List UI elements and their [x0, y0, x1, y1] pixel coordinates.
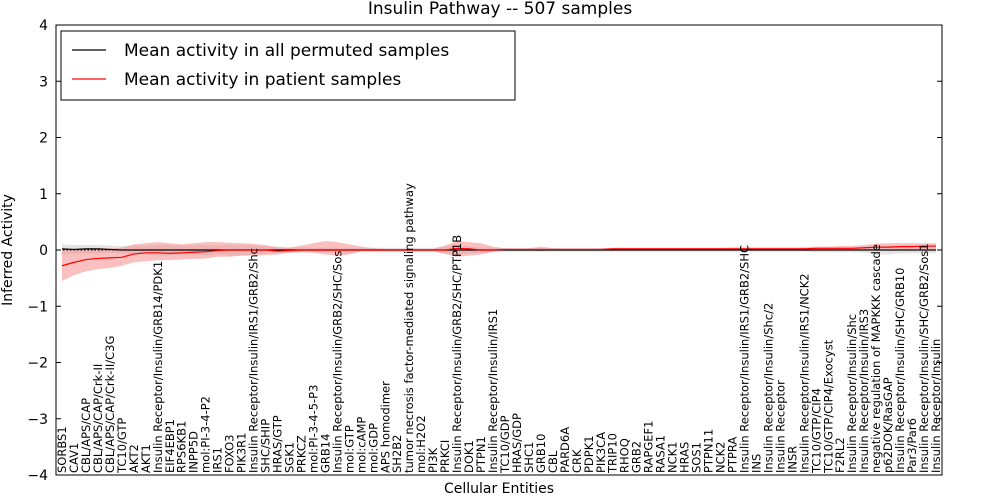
x-tick-label-cbl-aps-cap-crk-ii-c3g: CBL/APS/CAP/Crk-II/C3G	[103, 336, 117, 473]
x-tick-label-tc10-gtp-cip4: TC10/GTP/CIP4	[809, 388, 823, 474]
plot-frame	[55, 24, 943, 476]
x-tick-label-foxo3: FOXO3	[223, 435, 237, 473]
x-tick-label-shc-ship: SHC/SHIP	[259, 419, 273, 473]
x-tick-label-cbl: CBL	[546, 450, 560, 473]
x-tick-label-tc10-gtp-cip4-exocyst: TC10/GTP/CIP4/Exocyst	[821, 339, 835, 474]
x-tick-label-nck1: NCK1	[666, 442, 680, 474]
x-tick-label-cbl-aps-cap-crk-ii: CBL/APS/CAP/Crk-II	[91, 364, 105, 473]
x-tick-label-insulin-receptor-insulin-shc-2: Insulin Receptor/Insulin/Shc/2	[761, 303, 775, 473]
x-tick-label-crk: CRK	[570, 449, 584, 473]
y-tick-label-0: 0	[39, 243, 48, 259]
x-tick-label-grb14: GRB14	[318, 434, 332, 473]
x-tick-label-hras: HRAS	[678, 442, 692, 473]
legend-label-permuted: Mean activity in all permuted samples	[124, 41, 449, 61]
x-tick-label-sh2b2: SH2B2	[390, 435, 404, 473]
y-tick-label-neg2: −2	[27, 356, 48, 372]
x-tick-label-insulin-receptor-insulin-irs1-nck2: Insulin Receptor/Insulin/IRS1/NCK2	[797, 273, 811, 473]
x-tick-label-mol-pi-3-4-p2: mol:PI-3-4-P2	[199, 396, 213, 473]
x-tick-label-insulin-receptor-insulin-shc-grb2-sos1: Insulin Receptor/Insulin/SHC/GRB2/Sos1	[917, 243, 931, 473]
chart-title: Insulin Pathway -- 507 samples	[368, 0, 633, 19]
x-tick-label-p62dok-rasgap: p62DOK/RasGAP	[881, 377, 895, 473]
x-tick-label-eif4ebp1: EIF4EBP1	[163, 419, 177, 473]
x-tick-label-insulin-receptor-insulin-grb2-shc-sos: Insulin Receptor/Insulin/GRB2/SHC/Sos	[330, 251, 344, 473]
y-tick-label-neg3: −3	[27, 412, 48, 428]
x-tick-label-insulin-receptor-insulin-grb2-shc-ptp1b: Insulin Receptor/Insulin/GRB2/SHC/PTP1B	[450, 235, 464, 473]
y-axis-label: Inferred Activity	[0, 194, 16, 306]
x-tick-label-f2rl2: F2RL2	[833, 437, 847, 473]
x-tick-label-pik3r1: PIK3R1	[235, 433, 249, 474]
x-tick-label-sorbs1: SORBS1	[55, 426, 69, 473]
legend: Mean activity in all permuted samples Me…	[60, 30, 516, 101]
y-axis-ticks: −4 −3 −2 −1 0 1 2 3 4	[27, 18, 942, 484]
x-tick-label-ptpn11: PTPN11	[702, 429, 716, 473]
x-tick-label-hras-gdp: HRAS/GDP	[510, 413, 524, 473]
patient-mean-line	[61, 245, 936, 267]
x-tick-label-negative-regulation-of-mapkkk-cascade: negative regulation of MAPKKK cascade	[869, 244, 883, 473]
y-tick-label-1: 1	[39, 187, 48, 203]
x-tick-label-insulin-receptor-insulin-irs1-grb2-shc: Insulin Receptor/Insulin/IRS1/GRB2/SHC	[737, 245, 751, 473]
x-tick-label-nck2: NCK2	[713, 442, 727, 474]
x-tick-label-grb10: GRB10	[534, 434, 548, 473]
x-tick-label-irs1: IRS1	[211, 447, 225, 473]
legend-label-patient: Mean activity in patient samples	[124, 70, 401, 90]
x-tick-label-mol-pi-3-4-5-p3: mol:PI-3-4-5-P3	[306, 385, 320, 473]
x-tick-label-inpp5d: INPP5D	[187, 431, 201, 473]
x-tick-label-sgk1: SGK1	[282, 442, 296, 473]
x-tick-label-insulin-receptor-insulin-shc-grb10: Insulin Receptor/Insulin/SHC/GRB10	[893, 268, 907, 473]
x-tick-label-rps6kb1: RPS6KB1	[175, 421, 189, 473]
x-tick-label-grb2: GRB2	[630, 441, 644, 473]
x-tick-label-rasa1: RASA1	[654, 435, 668, 473]
x-tick-label-tumor-necrosis-factor-mediated-signaling-pathway: tumor necrosis factor-mediated signaling…	[402, 183, 416, 473]
x-tick-label-mol-h2o2: mol:H2O2	[414, 415, 428, 473]
x-tick-label-akt1: AKT1	[139, 444, 153, 473]
x-tick-label-pi3k: PI3K	[426, 447, 440, 473]
x-tick-label-akt2: AKT2	[127, 444, 141, 473]
x-tick-label-trip10: TRIP10	[606, 433, 620, 474]
x-tick-label-ins: INS	[749, 454, 763, 473]
x-tick-label-insulin-receptor: Insulin Receptor	[773, 380, 787, 473]
y-tick-label-neg1: −1	[27, 299, 48, 315]
x-tick-label-pard6a: PARD6A	[558, 427, 572, 473]
x-tick-label-prkci: PRKCI	[438, 440, 452, 473]
x-tick-label-ptpn1: PTPN1	[474, 436, 488, 473]
series-lines	[56, 245, 942, 267]
x-tick-label-insulin-receptor-insulin: Insulin Receptor/Insulin	[929, 339, 943, 473]
y-tick-label-3: 3	[39, 74, 48, 90]
x-tick-label-sos1: SOS1	[690, 442, 704, 473]
y-tick-label-neg4: −4	[27, 468, 48, 484]
x-tick-label-insulin-receptor-insulin-irs1-grb2-shc: Insulin Receptor/Insulin/IRS1/GRB2/Shc	[247, 248, 261, 473]
x-tick-label-aps-homodimer: APS homodimer	[378, 381, 392, 473]
x-tick-label-tc10-gtp: TC10/GTP	[115, 418, 129, 474]
x-tick-label-cav1: CAV1	[67, 443, 81, 473]
x-tick-label-cbl-aps-cap: CBL/APS/CAP	[79, 398, 93, 473]
x-tick-label-insr: INSR	[785, 446, 799, 473]
x-axis-label: Cellular Entities	[444, 481, 554, 497]
x-tick-label-prkcz: PRKCZ	[294, 435, 308, 473]
x-tick-label-dok1: DOK1	[462, 440, 476, 473]
y-tick-label-4: 4	[39, 18, 48, 34]
legend-box	[60, 30, 516, 101]
x-tick-label-mol-gdp: mol:GDP	[366, 423, 380, 473]
x-tick-label-insulin-receptor-insulin-shc: Insulin Receptor/Insulin/Shc	[845, 314, 859, 473]
x-tick-label-tc10-gdp: TC10/GDP	[498, 415, 512, 474]
x-tick-label-insulin-receptor-insulin-irs3: Insulin Receptor/Insulin/IRS3	[857, 309, 871, 473]
x-tick-label-mol-gtp: mol:GTP	[342, 425, 356, 473]
x-tick-label-par3-par6: Par3/Par6	[905, 418, 919, 473]
x-tick-label-rapgef1: RAPGEF1	[642, 421, 656, 473]
x-tick-label-rhoq: RHOQ	[618, 438, 632, 473]
x-tick-label-pdpk1: PDPK1	[582, 435, 596, 473]
x-tick-label-shc1: SHC1	[522, 442, 536, 473]
x-tick-label-insulin-receptor-insulin-irs1: Insulin Receptor/Insulin/IRS1	[486, 309, 500, 473]
x-tick-label-ptpra: PTPRA	[725, 437, 739, 473]
x-axis-category-labels: SORBS1CAV1CBL/APS/CAPCBL/APS/CAP/Crk-IIC…	[55, 183, 943, 474]
x-tick-label-hras-gtp: HRAS/GTP	[271, 415, 285, 473]
y-tick-label-2: 2	[39, 131, 48, 147]
x-tick-label-mol-camp: mol:cAMP	[354, 417, 368, 473]
x-tick-label-insulin-receptor-insulin-grb14-pdk1: Insulin Receptor/Insulin/GRB14/PDK1	[151, 261, 165, 473]
x-tick-label-pik3ca: PIK3CA	[594, 432, 608, 473]
